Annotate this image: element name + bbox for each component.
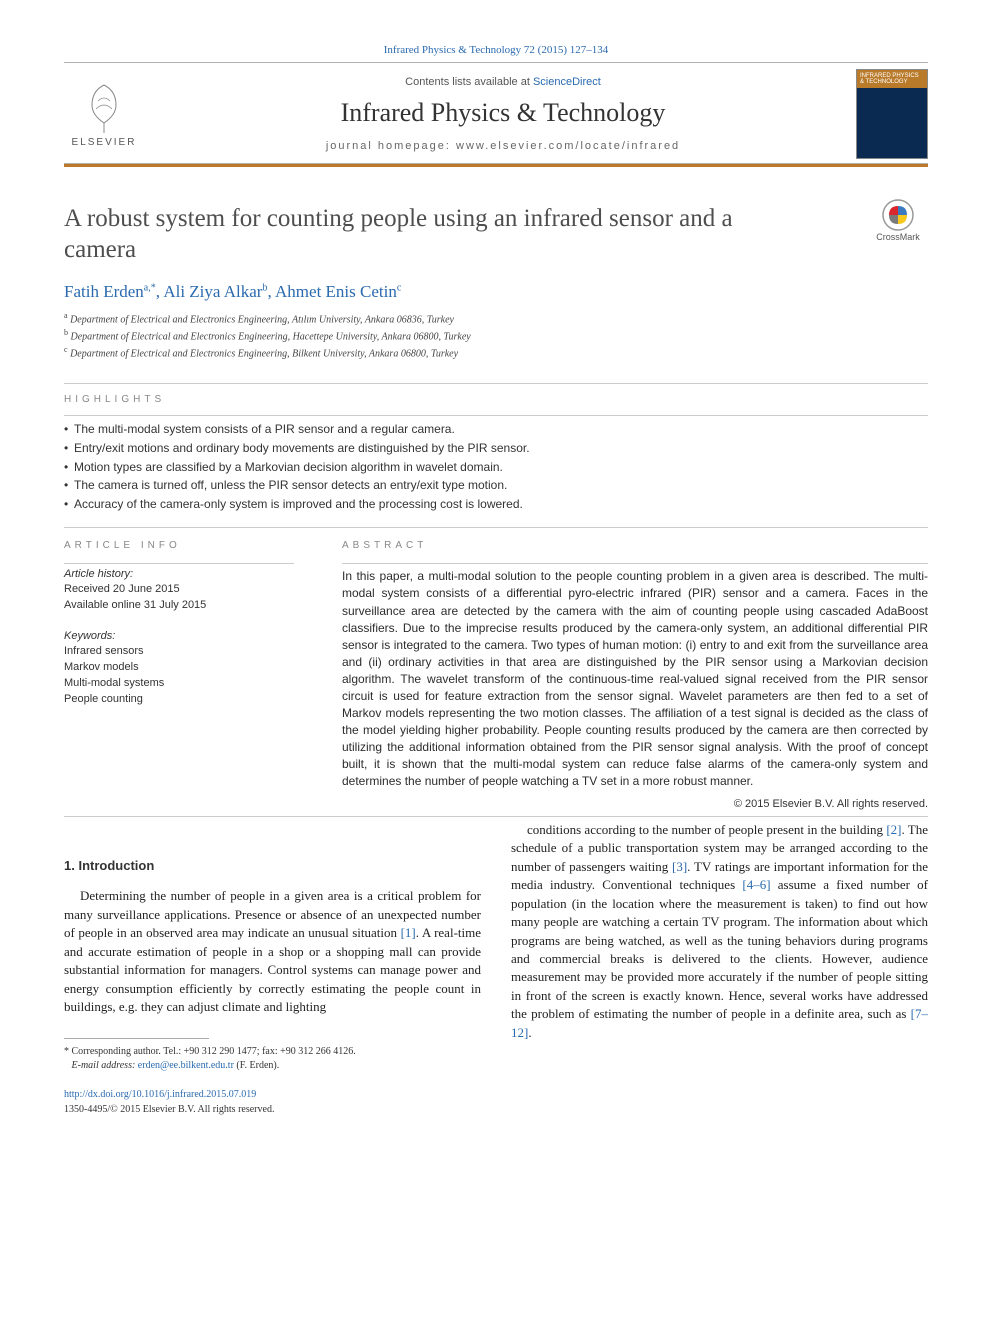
highlights-rule-top: [64, 383, 928, 384]
author-1[interactable]: Fatih Erdena,*: [64, 282, 156, 301]
contents-lists-line: Contents lists available at ScienceDirec…: [162, 76, 844, 88]
journal-cover-thumbnail: INFRARED PHYSICS & TECHNOLOGY: [856, 69, 928, 159]
authors-line: Fatih Erdena,*, Ali Ziya Alkarb, Ahmet E…: [64, 282, 928, 302]
accent-bar: [64, 164, 928, 167]
highlights-heading: HIGHLIGHTS: [64, 394, 928, 405]
abstract-column: ABSTRACT In this paper, a multi-modal so…: [318, 540, 928, 809]
highlight-item: The multi-modal system consists of a PIR…: [64, 420, 928, 439]
keyword: Multi-modal systems: [64, 676, 294, 692]
ref-link-3[interactable]: [3]: [672, 859, 687, 874]
issn-copyright-line: 1350-4495/© 2015 Elsevier B.V. All right…: [64, 1104, 274, 1115]
doi-link[interactable]: http://dx.doi.org/10.1016/j.infrared.201…: [64, 1089, 256, 1100]
author-2[interactable]: Ali Ziya Alkarb: [163, 282, 267, 301]
article-info-column: ARTICLE INFO Article history: Received 2…: [64, 540, 318, 809]
ref-link-4-6[interactable]: [4–6]: [742, 877, 770, 892]
highlight-item: The camera is turned off, unless the PIR…: [64, 476, 928, 495]
abstract-copyright: © 2015 Elsevier B.V. All rights reserved…: [342, 798, 928, 810]
keyword: Infrared sensors: [64, 644, 294, 660]
info-rule: [64, 563, 294, 564]
homepage-url[interactable]: www.elsevier.com/locate/infrared: [456, 140, 680, 152]
history-heading: Article history:: [64, 568, 294, 580]
article-info-heading: ARTICLE INFO: [64, 540, 294, 551]
bottom-info-rule: [64, 816, 928, 817]
ref-link-2[interactable]: [2]: [886, 822, 901, 837]
abstract-heading: ABSTRACT: [342, 540, 928, 551]
page: Infrared Physics & Technology 72 (2015) …: [0, 0, 992, 1157]
correspond-text: Corresponding author. Tel.: +90 312 290 …: [72, 1046, 356, 1057]
body-two-columns: 1. Introduction Determining the number o…: [64, 821, 928, 1117]
article-info-abstract-row: ARTICLE INFO Article history: Received 2…: [64, 527, 928, 809]
publisher-logo: ELSEVIER: [64, 74, 144, 154]
journal-homepage-line: journal homepage: www.elsevier.com/locat…: [162, 140, 844, 152]
elsevier-tree-icon: [74, 81, 134, 135]
homepage-prefix: journal homepage:: [326, 140, 456, 152]
keyword: People counting: [64, 692, 294, 708]
doi-block: http://dx.doi.org/10.1016/j.infrared.201…: [64, 1088, 481, 1116]
journal-name: Infrared Physics & Technology: [162, 98, 844, 128]
ref-link-7-12[interactable]: [7–12]: [511, 1006, 928, 1039]
footnote-rule: [64, 1038, 209, 1039]
highlight-item: Motion types are classified by a Markovi…: [64, 458, 928, 477]
corresponding-author-footnote: * Corresponding author. Tel.: +90 312 29…: [64, 1045, 481, 1072]
email-label: E-mail address:: [72, 1060, 136, 1071]
abstract-text: In this paper, a multi-modal solution to…: [342, 568, 928, 789]
highlight-item: Accuracy of the camera-only system is im…: [64, 495, 928, 514]
intro-paragraph-left: Determining the number of people in a gi…: [64, 887, 481, 1016]
highlight-item: Entry/exit motions and ordinary body mov…: [64, 439, 928, 458]
publisher-logo-text: ELSEVIER: [72, 137, 137, 148]
crossmark-badge[interactable]: CrossMark: [868, 198, 928, 258]
correspond-marker: *: [64, 1046, 69, 1057]
cover-thumb-text: INFRARED PHYSICS & TECHNOLOGY: [857, 70, 927, 88]
citation-line: Infrared Physics & Technology 72 (2015) …: [64, 44, 928, 56]
abstract-rule: [342, 563, 928, 564]
crossmark-icon: [881, 198, 915, 232]
crossmark-text: CrossMark: [876, 232, 920, 242]
highlights-list: The multi-modal system consists of a PIR…: [64, 420, 928, 513]
author-3[interactable]: Ahmet Enis Cetinc: [275, 282, 401, 301]
section-heading-1: 1. Introduction: [64, 857, 481, 875]
history-received: Received 20 June 2015: [64, 582, 294, 598]
journal-header: ELSEVIER Contents lists available at Sci…: [64, 63, 928, 163]
keywords-heading: Keywords:: [64, 630, 294, 642]
contents-prefix: Contents lists available at: [405, 76, 533, 88]
email-suffix: (F. Erden).: [236, 1060, 279, 1071]
highlights-rule-mid: [64, 415, 928, 416]
article-title: A robust system for counting people usin…: [64, 203, 808, 266]
history-online: Available online 31 July 2015: [64, 598, 294, 614]
ref-link-1[interactable]: [1]: [401, 925, 416, 940]
affiliation-b: b Department of Electrical and Electroni…: [64, 327, 928, 344]
affiliation-a: a Department of Electrical and Electroni…: [64, 310, 928, 327]
sciencedirect-link[interactable]: ScienceDirect: [533, 76, 601, 88]
header-center: Contents lists available at ScienceDirec…: [162, 76, 844, 152]
corresponding-email-link[interactable]: erden@ee.bilkent.edu.tr: [138, 1060, 234, 1071]
keyword: Markov models: [64, 660, 294, 676]
intro-paragraph-right: conditions according to the number of pe…: [511, 821, 928, 1042]
affiliation-c: c Department of Electrical and Electroni…: [64, 344, 928, 361]
